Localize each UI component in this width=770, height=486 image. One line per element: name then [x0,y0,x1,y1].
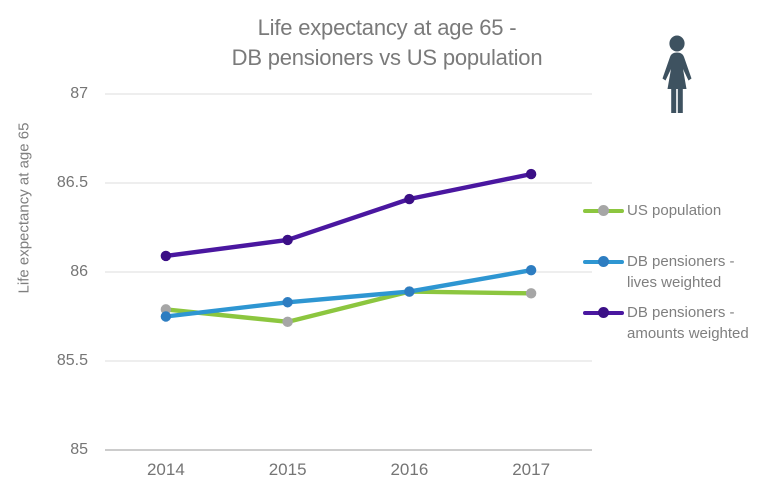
data-point-us-population [160,304,172,315]
woman-icon-leg [677,88,683,113]
legend-marker-icon [583,302,627,323]
legend-item-db-pensioners-amounts-weighted: DB pensioners - amounts weighted [583,302,749,344]
y-tick-label: 85.5 [56,352,88,369]
data-point-us-population [525,288,537,299]
data-point-db-pensioners-lives-weighted [525,265,537,276]
legend-label: US population [627,202,722,219]
data-point-us-population [282,316,293,328]
data-point-db-pensioners-amounts-weighted [160,250,172,262]
y-tick-label: 85 [70,441,88,458]
chart-title: Life expectancy at age 65 - DB pensioner… [231,15,543,70]
data-point-db-pensioners-lives-weighted [160,311,172,322]
legend-label: DB pensioners - lives weighted [627,253,735,291]
legend-marker-dot [598,205,609,216]
legend-item-db-pensioners-lives-weighted: DB pensioners - lives weighted [583,251,735,293]
legend-marker-dot [598,307,609,318]
y-tick-label: 86.5 [56,174,88,191]
y-tick-label: 86 [70,263,88,280]
legend-label: DB pensioners - amounts weighted [627,304,749,342]
y-axis-title: Life expectancy at age 65 [15,122,33,294]
data-point-db-pensioners-amounts-weighted [525,168,537,180]
legend-marker-icon [583,251,627,272]
data-point-db-pensioners-lives-weighted [404,286,415,297]
woman-icon-leg [671,88,677,113]
woman-icon-body [662,52,692,89]
data-point-db-pensioners-lives-weighted [282,297,293,308]
y-tick-label: 87 [70,85,88,102]
woman-icon-head [669,35,685,52]
x-tick-label: 2017 [512,460,551,479]
legend-marker-dot [598,256,609,267]
legend-marker-icon [583,200,627,221]
data-point-db-pensioners-amounts-weighted [404,193,415,205]
series-line-db-pensioners-amounts-weighted [163,171,534,259]
series-line-db-pensioners-lives-weighted [163,268,534,319]
legend-item-us-population: US population [583,200,721,221]
x-tick-label: 2016 [390,460,429,479]
x-tick-label: 2014 [146,460,185,479]
x-tick-label: 2015 [268,460,307,479]
woman-icon [662,35,692,113]
series-line-us-population [163,289,534,325]
data-point-db-pensioners-amounts-weighted [282,234,293,246]
